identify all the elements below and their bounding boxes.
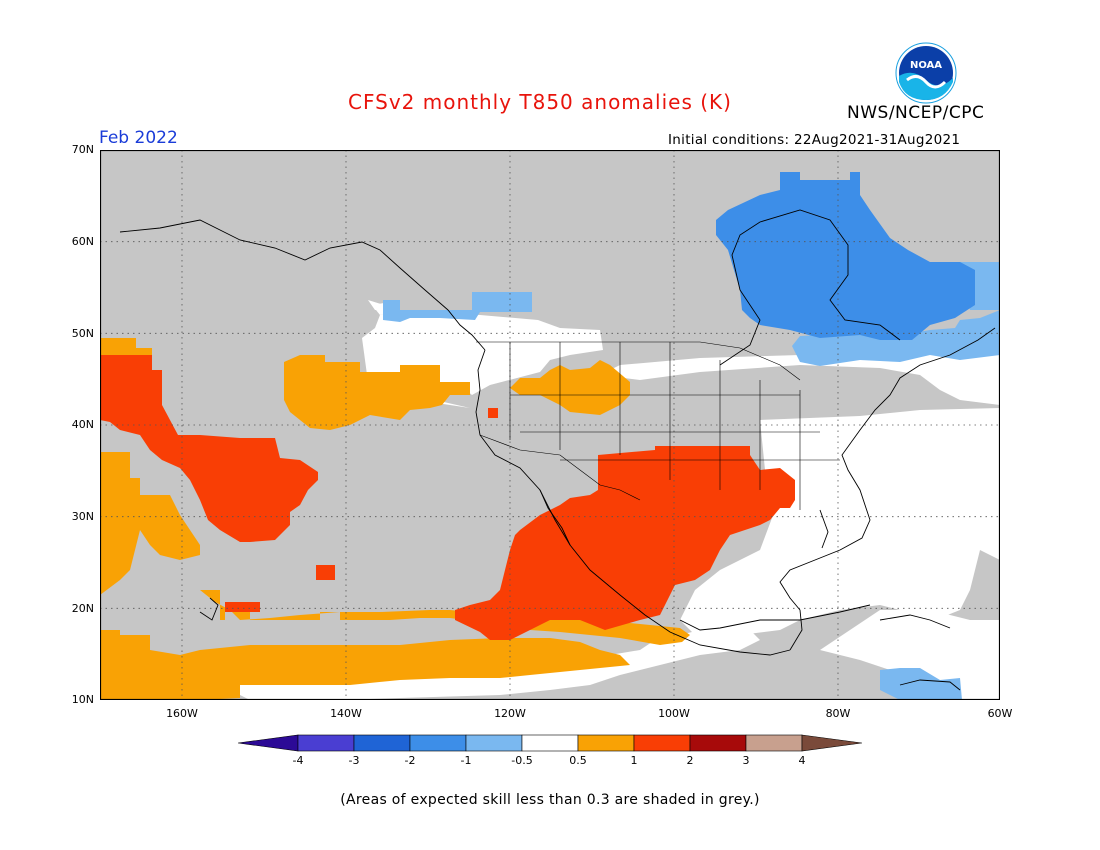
colorbar-label: -1	[460, 754, 472, 767]
cold-anomaly-mid	[716, 172, 975, 340]
lon-label: 80W	[825, 707, 851, 720]
colorbar-label: 3	[742, 754, 750, 767]
lon-label: 100W	[658, 707, 690, 720]
skill-note: (Areas of expected skill less than 0.3 a…	[340, 792, 760, 808]
lat-label: 20N	[71, 602, 94, 615]
warm-anomaly-moderate	[100, 338, 690, 700]
map-frame	[100, 150, 1000, 700]
colorbar-swatch	[801, 734, 862, 752]
colorbar-swatch	[409, 734, 467, 752]
lon-label: 120W	[494, 707, 526, 720]
lat-label: 10N	[71, 693, 94, 706]
colorbar-label: 1	[630, 754, 638, 767]
warm-anomaly-strong	[100, 355, 795, 640]
logo-text: NOAA	[910, 60, 942, 71]
map-graticule	[100, 150, 1000, 700]
borders	[476, 341, 840, 510]
coastlines	[119, 209, 996, 691]
lon-label: 140W	[330, 707, 362, 720]
colorbar-swatch	[297, 734, 355, 752]
chart-title: CFSv2 monthly T850 anomalies (K)	[348, 90, 732, 114]
colorbar-label: -0.5	[511, 754, 533, 767]
lat-label: 30N	[71, 510, 94, 523]
initial-conditions: Initial conditions: 22Aug2021-31Aug2021	[668, 132, 961, 148]
colorbar-swatch	[689, 734, 747, 752]
lat-label: 50N	[71, 327, 94, 340]
colorbar-swatch	[521, 734, 579, 752]
colorbar-label: -3	[348, 754, 360, 767]
colorbar-swatch	[465, 734, 523, 752]
forecast-month: Feb 2022	[99, 128, 178, 148]
colorbar-label: 0.5	[569, 754, 587, 767]
noaa-logo: NOAA	[895, 42, 957, 104]
lon-label: 60W	[987, 707, 1013, 720]
lat-label: 70N	[71, 143, 94, 156]
colorbar-label: 4	[798, 754, 806, 767]
near-normal-areas	[100, 300, 1000, 700]
colorbar-swatch	[353, 734, 411, 752]
colorbar-label: -4	[292, 754, 304, 767]
colorbar-label: 2	[686, 754, 694, 767]
colorbar-swatch	[633, 734, 691, 752]
anomaly-map	[100, 150, 1000, 700]
colorbar-swatch	[238, 734, 299, 752]
lat-label: 60N	[71, 235, 94, 248]
lat-label: 40N	[71, 418, 94, 431]
colorbar-swatch	[577, 734, 635, 752]
agency-label: NWS/NCEP/CPC	[847, 103, 985, 123]
lon-label: 160W	[166, 707, 198, 720]
colorbar-label: -2	[404, 754, 416, 767]
colorbar-swatch	[745, 734, 803, 752]
colorbar	[238, 734, 862, 752]
